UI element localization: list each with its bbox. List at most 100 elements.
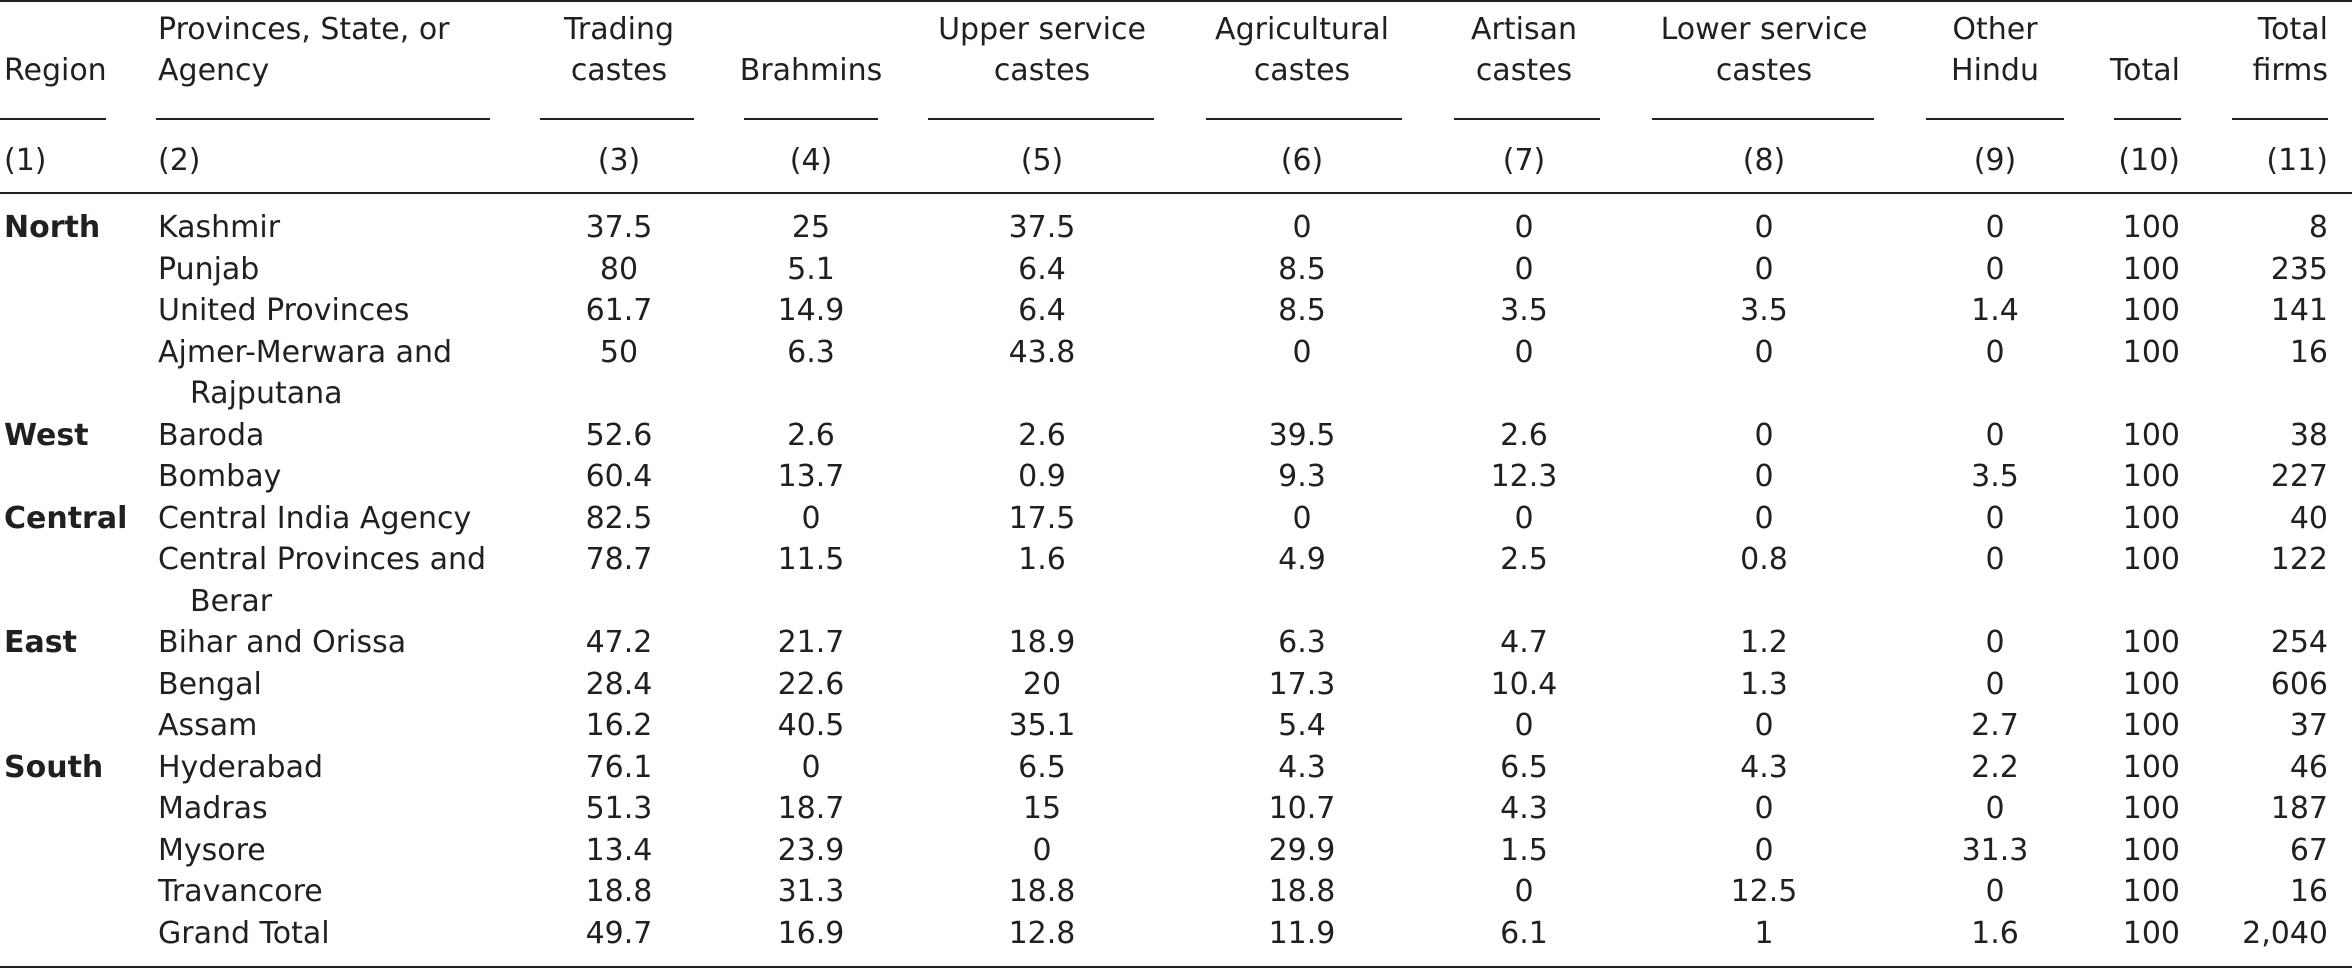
table-cell: 4.7 [1500,625,1548,660]
table-cell: 0 [1292,334,1312,370]
table-cell: 100 [2122,708,2180,743]
row-name: Bihar and Orissa [158,625,407,660]
region-label: North [4,210,101,245]
table-cell: 0 [1032,832,1052,868]
table-cell: 5.1 [787,251,835,287]
table-cell: 1.6 [1018,542,1066,577]
table-cell: 0 [1754,210,1774,245]
table-header-rule [0,192,2352,194]
table-cell: 49.7 [585,915,653,951]
row-name: Travancore [158,874,323,909]
table-cell: 18.8 [1268,874,1336,909]
table-cell: 15 [1022,791,1062,826]
column-header-6: Agricultural [1215,12,1389,47]
row-name: Kashmir [158,210,281,245]
table-cell: 37.5 [585,210,653,245]
table-cell: 0 [1985,666,2005,702]
table-cell: 8.5 [1278,251,1326,287]
column-header-7: castes [1475,53,1573,88]
table-cell: 31.3 [1961,832,2029,868]
table-cell: 12.3 [1490,459,1558,494]
table-cell: 100 [2122,874,2180,909]
table-cell: 1.5 [1500,832,1548,868]
table-cell: 0 [801,500,821,536]
column-header-underline [2232,118,2328,120]
table-cell: 67 [2289,832,2328,868]
table-cell: 12.8 [1008,915,1076,951]
table-cell: 5.4 [1278,708,1326,743]
row-name: Hyderabad [158,749,323,785]
table-cell: 0 [1754,500,1774,536]
table-cell: 6.1 [1500,915,1548,951]
table-cell: 31.3 [777,874,845,909]
table-cell: 0 [1754,708,1774,743]
table-cell: 2.6 [1018,417,1066,453]
table-cell: 100 [2122,666,2180,702]
table-cell: 60.4 [585,459,653,494]
table-cell: 0 [1985,791,2005,826]
column-header-underline [744,118,878,120]
column-header-underline [928,118,1154,120]
table-cell: 100 [2122,251,2180,287]
column-number: (6) [1280,143,1324,178]
table-cell: 17.5 [1008,500,1076,536]
table-cell: 25 [791,210,831,245]
row-name: Madras [158,791,268,826]
table-cell: 1 [1754,915,1774,951]
table-cell: 61.7 [585,293,653,328]
table-cell: 0 [1514,500,1534,536]
table-cell: 6.4 [1018,251,1066,287]
column-header-2: Provinces, State, or [158,12,450,47]
table-cell: 76.1 [585,749,653,785]
table-cell: 16 [2289,874,2328,909]
table-cell: 606 [2270,666,2328,702]
column-header-7: Artisan [1471,12,1577,47]
table-cell: 18.8 [585,874,653,909]
table-cell: 11.9 [1268,915,1336,951]
table-cell: 18.9 [1008,625,1076,660]
column-number: (10) [2118,143,2180,178]
column-header-8: Lower service [1660,12,1868,47]
row-name: Bengal [158,666,262,702]
column-header-underline [2114,118,2181,120]
table-cell: 0 [1985,542,2005,577]
row-name: Central India Agency [158,500,472,536]
column-header-3: castes [570,53,668,88]
table-top-rule [0,0,2352,2]
column-number: (8) [1742,143,1786,178]
table-cell: 6.3 [1278,625,1326,660]
table-cell: 35.1 [1008,708,1076,743]
row-name: Berar [190,583,273,619]
table-cell: 1.4 [1971,293,2019,328]
table-cell: 3.5 [1971,459,2019,494]
table-cell: 227 [2270,459,2328,494]
table-cell: 100 [2122,210,2180,245]
table-cell: 10.7 [1268,791,1336,826]
table-cell: 0 [801,749,821,785]
table-cell: 0 [1985,417,2005,453]
column-header-11: firms [2252,53,2328,88]
table-cell: 50 [599,334,639,370]
table-cell: 2.6 [1500,417,1548,453]
column-header-underline [1926,118,2064,120]
row-name: Baroda [158,417,265,453]
table-cell: 8 [2308,210,2328,245]
column-header-underline [1652,118,1874,120]
table-cell: 100 [2122,625,2180,660]
table-cell: 82.5 [585,500,653,536]
column-header-10: Total [2109,53,2180,88]
table-cell: 13.7 [777,459,845,494]
table-cell: 235 [2270,251,2328,287]
table-cell: 0.8 [1740,542,1788,577]
table-cell: 100 [2122,500,2180,536]
table-cell: 0 [1514,251,1534,287]
table-cell: 4.3 [1740,749,1788,785]
table-cell: 43.8 [1008,334,1076,370]
row-name: Bombay [158,459,282,494]
table-cell: 47.2 [585,625,653,660]
table-cell: 1.6 [1971,915,2019,951]
table-cell: 10.4 [1490,666,1558,702]
column-header-11: Total [2257,12,2328,47]
table-cell: 52.6 [585,417,653,453]
table-cell: 51.3 [585,791,653,826]
